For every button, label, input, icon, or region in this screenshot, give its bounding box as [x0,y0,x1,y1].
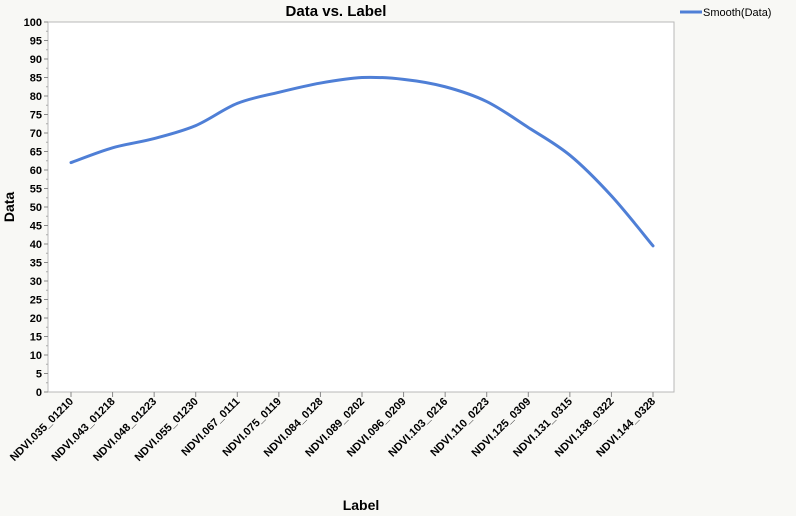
y-tick-label: 65 [30,147,42,159]
legend-label: Smooth(Data) [703,7,771,19]
y-tick-label: 30 [30,276,42,288]
y-tick-label: 0 [36,387,42,399]
series-line [69,75,655,248]
chart-title: Data vs. Label [286,3,387,20]
y-tick-label: 40 [30,239,42,251]
y-tick-label: 50 [30,202,42,214]
y-tick-label: 95 [30,36,42,48]
y-tick-label: 55 [30,184,42,196]
y-tick-label: 85 [30,73,42,85]
y-tick-label: 25 [30,295,42,307]
y-tick-label: 5 [36,369,42,381]
y-axis: 0 5 10 15 20 25 30 35 40 45 50 55 60 65 70 75 80 85 90 95 10… [24,17,48,399]
y-axis-label: Data [1,192,17,223]
plot-area [47,21,675,393]
series-layer [69,75,655,248]
y-tick-label: 75 [30,110,42,122]
y-tick-label: 100 [24,17,42,29]
y-tick-label: 20 [30,313,42,325]
y-tick-label: 10 [30,350,42,362]
y-tick-label: 45 [30,221,42,233]
y-tick-label: 60 [30,165,42,177]
y-tick-label: 35 [30,258,42,270]
y-tick-label: 80 [30,91,42,103]
x-axis-label: Label [343,497,380,513]
legend: Smooth(Data) [680,7,771,19]
x-axis: NDVI.035_01210NDVI.043_01218NDVI.048_012… [8,392,658,464]
y-tick-label: 70 [30,128,42,140]
y-tick-label: 15 [30,332,42,344]
y-tick-label: 90 [30,54,42,66]
